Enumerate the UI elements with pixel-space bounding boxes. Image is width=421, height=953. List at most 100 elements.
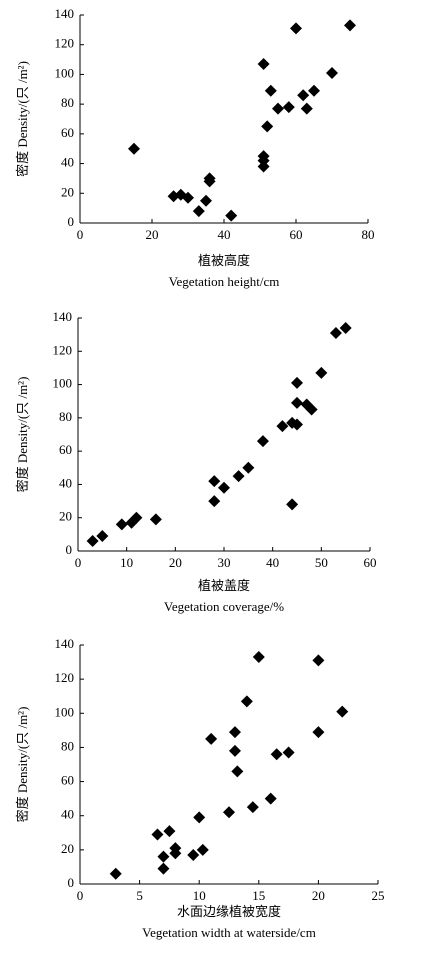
point	[291, 418, 303, 431]
point	[282, 101, 295, 114]
x-tick-label: 10	[193, 888, 206, 903]
point	[203, 175, 216, 188]
point	[257, 160, 270, 173]
y-tick-label: 140	[55, 636, 75, 651]
point	[200, 194, 212, 207]
y-tick-label: 40	[61, 155, 74, 170]
point	[312, 654, 325, 667]
point	[228, 726, 241, 739]
point	[228, 744, 241, 757]
point	[291, 376, 303, 389]
point	[272, 102, 284, 115]
x-tick-label: 60	[290, 227, 303, 242]
point	[264, 792, 277, 805]
y-tick-label: 120	[55, 36, 75, 51]
x-tick-label: 0	[77, 888, 84, 903]
y-tick-label: 60	[61, 773, 74, 788]
y-tick-label: 20	[61, 841, 74, 856]
y-tick-label: 0	[68, 875, 75, 890]
point	[256, 435, 269, 448]
x-axis-label: Vegetation coverage/%	[164, 599, 284, 614]
point	[339, 321, 352, 334]
point	[193, 811, 206, 824]
point	[240, 695, 253, 708]
point	[187, 848, 200, 861]
point	[297, 89, 310, 102]
point	[157, 862, 170, 875]
point	[264, 84, 277, 97]
point	[151, 828, 164, 841]
point	[149, 513, 162, 526]
point	[205, 732, 218, 745]
y-tick-label: 120	[53, 342, 73, 357]
y-tick-label: 100	[55, 65, 75, 80]
x-axis-label: 植被高度	[198, 253, 250, 268]
point	[223, 806, 235, 819]
point	[169, 842, 182, 855]
point	[282, 746, 295, 759]
x-tick-label: 20	[169, 555, 182, 570]
y-tick-label: 40	[59, 475, 72, 490]
point	[344, 19, 356, 32]
point	[157, 850, 170, 863]
x-tick-label: 20	[146, 227, 159, 242]
point	[300, 102, 313, 115]
x-axis-label: 植被盖度	[198, 578, 250, 593]
x-tick-label: 0	[77, 227, 84, 242]
point	[96, 530, 109, 543]
point	[257, 58, 270, 71]
point	[192, 205, 205, 218]
x-tick-label: 80	[362, 227, 375, 242]
point	[286, 498, 299, 511]
point	[208, 495, 221, 508]
x-tick-label: 40	[218, 227, 231, 242]
y-tick-label: 100	[53, 376, 73, 391]
point	[261, 120, 274, 133]
y-tick-label: 80	[61, 95, 74, 110]
y-axis-label: 密度 Density/(只 /m²)	[15, 707, 30, 823]
x-tick-label: 10	[120, 555, 133, 570]
y-tick-label: 0	[66, 542, 73, 557]
y-tick-label: 120	[55, 670, 75, 685]
point	[246, 801, 259, 814]
point	[208, 475, 221, 488]
x-axis-label: 水面边缘植被宽度	[177, 904, 281, 919]
y-tick-label: 20	[59, 509, 72, 524]
point	[315, 366, 328, 379]
point	[270, 748, 283, 761]
point	[218, 481, 230, 494]
point	[252, 650, 265, 663]
x-axis-label: Vegetation width at waterside/cm	[142, 925, 316, 940]
x-tick-label: 25	[372, 888, 385, 903]
x-tick-label: 20	[312, 888, 325, 903]
point	[130, 511, 143, 524]
y-axis-label: 密度 Density/(只 /m²)	[15, 377, 30, 493]
y-tick-label: 140	[55, 6, 75, 21]
x-tick-label: 0	[75, 555, 82, 570]
x-tick-label: 50	[315, 555, 328, 570]
point	[128, 142, 140, 155]
point	[291, 396, 303, 409]
y-tick-label: 40	[61, 807, 74, 822]
point	[115, 518, 128, 531]
y-tick-label: 60	[59, 442, 72, 457]
x-tick-label: 5	[136, 888, 143, 903]
point	[231, 765, 244, 778]
point	[86, 535, 99, 548]
point	[225, 209, 238, 222]
x-tick-label: 40	[266, 555, 279, 570]
point	[163, 825, 176, 838]
point	[336, 705, 349, 718]
point	[109, 867, 122, 880]
y-axis-label: 密度 Density/(只 /m²)	[15, 61, 30, 177]
x-tick-label: 60	[364, 555, 377, 570]
point	[326, 66, 338, 79]
point	[329, 326, 342, 339]
y-tick-label: 60	[61, 125, 74, 140]
y-tick-label: 0	[68, 214, 75, 229]
x-tick-label: 15	[252, 888, 265, 903]
point	[290, 22, 302, 35]
point	[312, 726, 325, 739]
point	[308, 84, 320, 97]
